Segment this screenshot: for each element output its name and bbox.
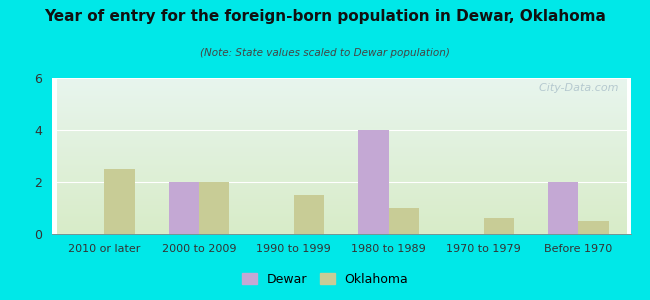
- Bar: [168, 182, 199, 234]
- Bar: [578, 221, 608, 234]
- Bar: [358, 130, 389, 234]
- Legend: Dewar, Oklahoma: Dewar, Oklahoma: [237, 268, 413, 291]
- Bar: [389, 208, 419, 234]
- Bar: [199, 182, 229, 234]
- Bar: [294, 195, 324, 234]
- Text: City-Data.com: City-Data.com: [532, 83, 619, 93]
- Bar: [104, 169, 135, 234]
- Text: Year of entry for the foreign-born population in Dewar, Oklahoma: Year of entry for the foreign-born popul…: [44, 9, 606, 24]
- Bar: [548, 182, 578, 234]
- Text: (Note: State values scaled to Dewar population): (Note: State values scaled to Dewar popu…: [200, 48, 450, 58]
- Bar: [484, 218, 514, 234]
